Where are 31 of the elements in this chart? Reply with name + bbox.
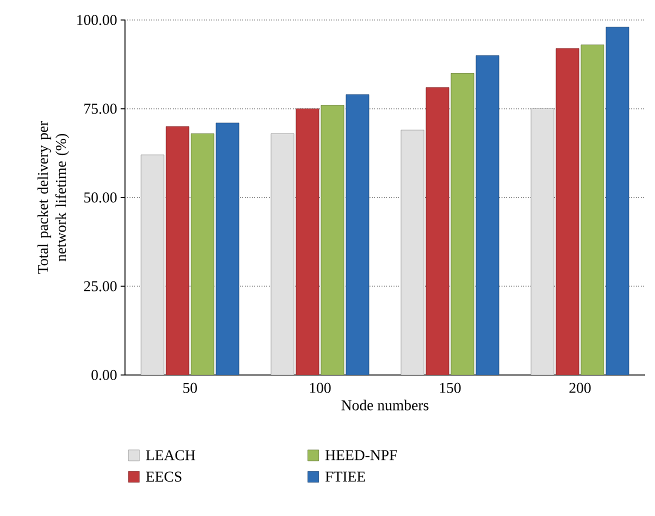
- y-axis-title: Total packet delivery per network lifetime (%): [37, 121, 70, 274]
- bar: [530, 108, 554, 375]
- legend-label: LEACH: [146, 450, 196, 460]
- x-tick-label: 200: [569, 382, 591, 393]
- y-tick-label: 100.00: [77, 14, 117, 26]
- bar: [426, 87, 450, 375]
- x-tick-label: 50: [183, 382, 197, 393]
- bar: [270, 133, 294, 375]
- y-tick-label: 50.00: [84, 192, 117, 203]
- bar: [296, 108, 320, 375]
- bar: [346, 94, 370, 375]
- bar: [190, 133, 214, 375]
- bar: [320, 104, 344, 375]
- bar: [450, 73, 474, 375]
- x-tick-label: 100: [310, 382, 331, 393]
- bar: [606, 26, 630, 375]
- bar: [140, 154, 164, 375]
- bar: [580, 44, 604, 375]
- bar: [476, 55, 500, 375]
- bar: [556, 48, 580, 375]
- bar: [400, 130, 424, 375]
- legend-label: HEED-NPF: [325, 450, 397, 460]
- x-axis-title: Node numbers: [341, 400, 428, 410]
- y-tick-label: 0.00: [92, 370, 117, 380]
- x-tick-label: 150: [440, 382, 461, 393]
- legend-label: FTIEE: [325, 472, 366, 482]
- y-tick-label: 75.00: [84, 104, 117, 114]
- bar: [216, 122, 240, 375]
- legend-label: EECS: [146, 472, 182, 482]
- y-tick-label: 25.00: [84, 281, 117, 292]
- bar: [166, 126, 190, 375]
